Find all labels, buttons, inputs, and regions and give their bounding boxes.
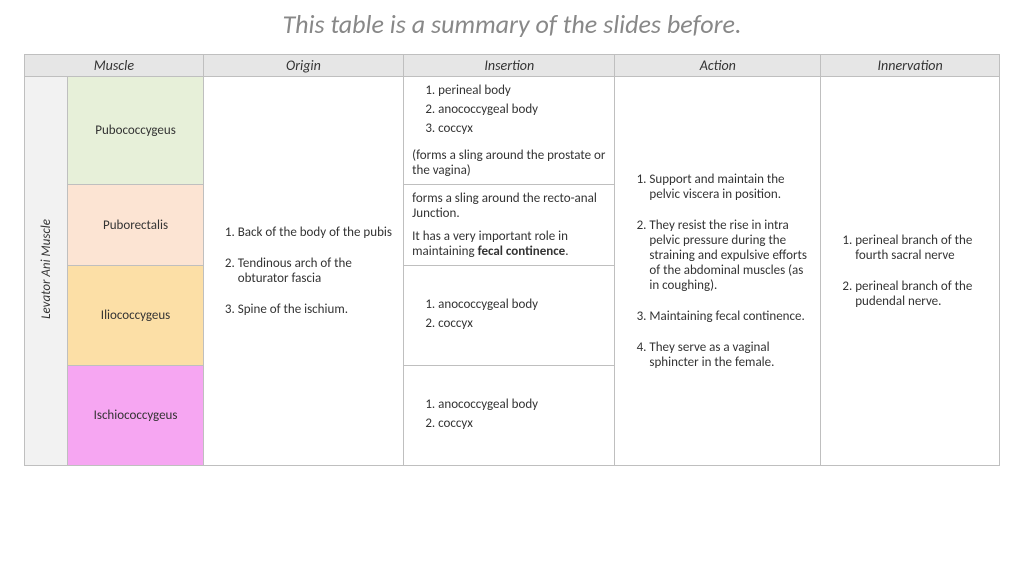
list-item: coccyx xyxy=(438,416,606,431)
list-item: They resist the rise in intra pelvic pre… xyxy=(649,218,812,293)
header-action: Action xyxy=(615,55,821,77)
muscle-name: Ischiococcygeus xyxy=(68,366,203,466)
list-item: perineal body xyxy=(438,83,606,98)
header-origin: Origin xyxy=(203,55,403,77)
table-row: Levator Ani Muscle Pubococcygeus Back of… xyxy=(25,77,1000,185)
list-item: perineal branch of the pudendal nerve. xyxy=(855,279,991,309)
muscle-name: Pubococcygeus xyxy=(68,77,203,185)
list-item: anococcygeal body xyxy=(438,297,606,312)
insertion-list: anococcygeal body coccyx xyxy=(412,297,606,331)
origin-cell: Back of the body of the pubis Tendinous … xyxy=(203,77,403,466)
insertion-paragraph: forms a sling around the recto-anal Junc… xyxy=(412,191,606,221)
insertion-paragraph: It has a very important role in maintain… xyxy=(412,229,606,259)
list-item: Maintaining fecal continence. xyxy=(649,309,812,324)
muscle-name: Iliococcygeus xyxy=(68,266,203,366)
origin-list: Back of the body of the pubis Tendinous … xyxy=(212,225,395,317)
action-list: Support and maintain the pelvic viscera … xyxy=(623,172,812,370)
insertion-cell: forms a sling around the recto-anal Junc… xyxy=(404,185,615,266)
insertion-list: anococcygeal body coccyx xyxy=(412,397,606,431)
list-item: coccyx xyxy=(438,316,606,331)
list-item: Support and maintain the pelvic viscera … xyxy=(649,172,812,202)
list-item: Spine of the ischium. xyxy=(238,302,395,317)
innervation-list: perineal branch of the fourth sacral ner… xyxy=(829,233,991,309)
insertion-cell: perineal body anococcygeal body coccyx (… xyxy=(404,77,615,185)
header-insertion: Insertion xyxy=(404,55,615,77)
table-header-row: Muscle Origin Insertion Action Innervati… xyxy=(25,55,1000,77)
insertion-cell: anococcygeal body coccyx xyxy=(404,366,615,466)
page-title: This table is a summary of the slides be… xyxy=(24,8,1000,40)
insertion-cell: anococcygeal body coccyx xyxy=(404,266,615,366)
action-cell: Support and maintain the pelvic viscera … xyxy=(615,77,821,466)
insertion-note: (forms a sling around the prostate or th… xyxy=(412,148,606,178)
list-item: perineal branch of the fourth sacral ner… xyxy=(855,233,991,263)
summary-table: Muscle Origin Insertion Action Innervati… xyxy=(24,54,1000,466)
list-item: Back of the body of the pubis xyxy=(238,225,395,240)
header-innervation: Innervation xyxy=(821,55,1000,77)
innervation-cell: perineal branch of the fourth sacral ner… xyxy=(821,77,1000,466)
list-item: anococcygeal body xyxy=(438,397,606,412)
group-label-cell: Levator Ani Muscle xyxy=(25,77,68,466)
list-item: They serve as a vaginal sphincter in the… xyxy=(649,340,812,370)
insertion-list: perineal body anococcygeal body coccyx xyxy=(412,83,606,136)
list-item: anococcygeal body xyxy=(438,102,606,117)
list-item: coccyx xyxy=(438,121,606,136)
muscle-name: Puborectalis xyxy=(68,185,203,266)
group-label: Levator Ani Muscle xyxy=(39,219,54,319)
list-item: Tendinous arch of the obturator fascia xyxy=(238,256,395,286)
header-muscle: Muscle xyxy=(25,55,204,77)
